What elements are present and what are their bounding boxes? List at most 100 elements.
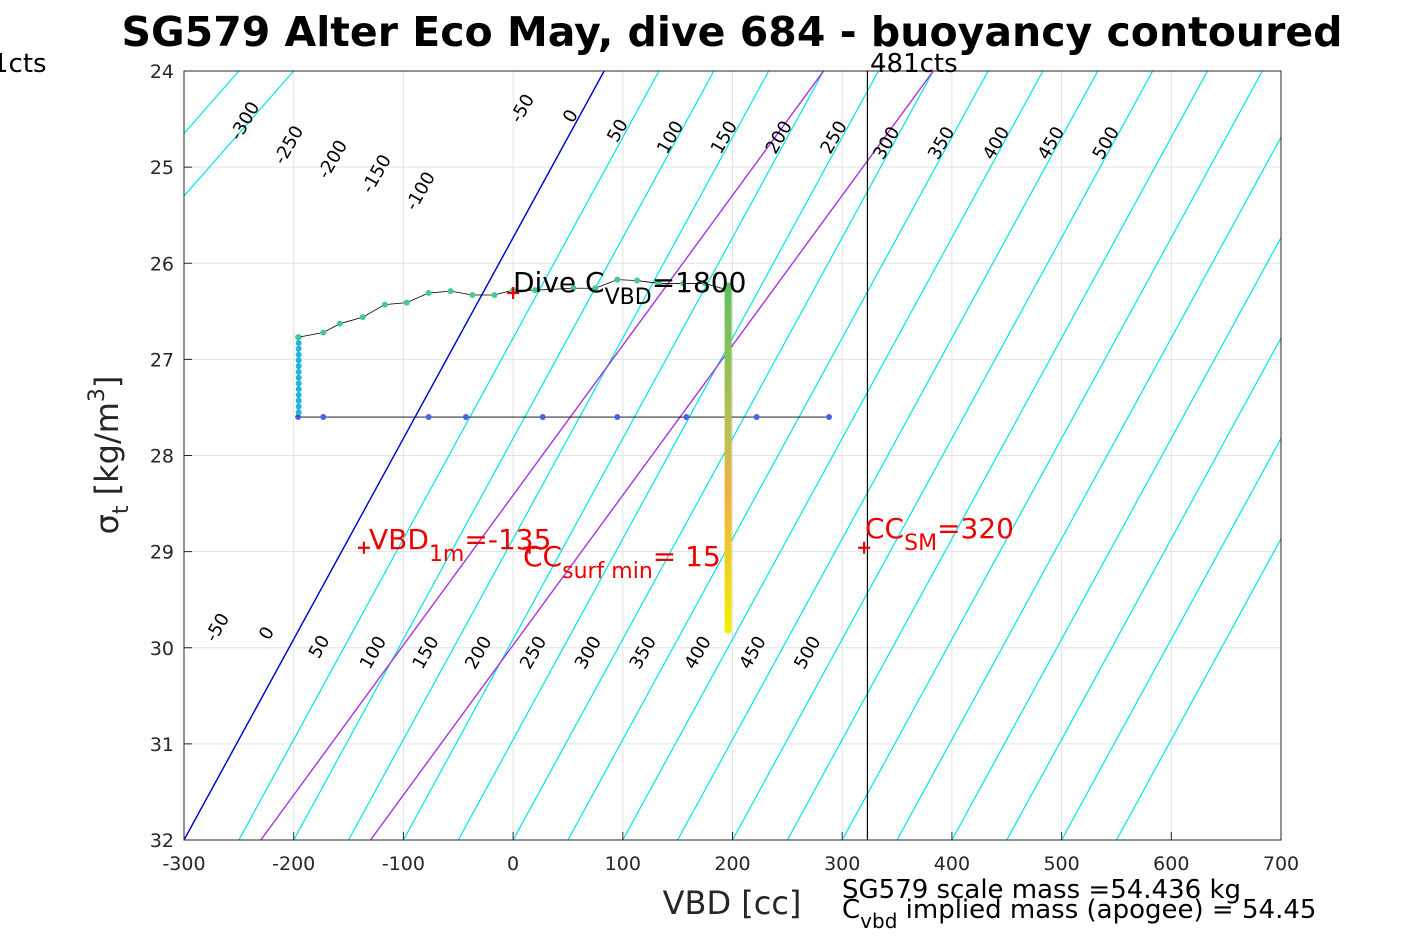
implied-mass-footer: Cvbd implied mass (apogee) = 54.45 — [842, 895, 1316, 933]
vertical-profile — [724, 282, 732, 634]
contour-label: 250 — [516, 633, 551, 673]
series-point — [570, 285, 577, 292]
track-point — [683, 414, 690, 421]
axes-ticks: -300 -200 -100 0 100 200 300 400 500 600 700242526… — [150, 61, 1299, 875]
profile-point — [295, 357, 302, 364]
dive-data — [295, 276, 833, 634]
track-point — [462, 414, 469, 421]
x-tick-label: 0 — [507, 853, 519, 875]
y-tick-label: 26 — [150, 253, 174, 275]
x-axis-label: VBD [cc] — [663, 884, 802, 922]
contour-label: 100 — [653, 117, 688, 157]
contour-line — [841, 71, 1263, 840]
contour-label: 500 — [1089, 123, 1124, 163]
contour-label: 150 — [408, 633, 443, 673]
profile-point — [295, 397, 302, 404]
contour-line — [786, 71, 1209, 840]
x-tick-label: 700 — [1263, 853, 1299, 875]
profile-point — [295, 380, 302, 387]
y-tick-label: 25 — [150, 157, 174, 179]
zero-buoyancy-line — [184, 71, 605, 840]
contour-label: 100 — [356, 633, 391, 673]
series-point — [381, 301, 388, 308]
grid-lines — [183, 70, 1282, 841]
profile-point — [295, 363, 302, 370]
series-point — [320, 329, 327, 336]
contour-label: 200 — [461, 633, 496, 673]
dive-cvbd-annotation: Dive CVBD=1800 — [513, 266, 746, 310]
contour-line — [1006, 336, 1281, 840]
contour-label: 450 — [1034, 123, 1069, 163]
purple-contour-line — [260, 71, 825, 840]
series-point — [425, 290, 432, 297]
y-tick-label: 31 — [150, 734, 174, 756]
red-cross-marker — [858, 541, 871, 554]
series-line — [298, 279, 725, 338]
contour-label: -150 — [357, 151, 396, 197]
contour-line — [402, 71, 825, 840]
series-point — [336, 320, 343, 327]
x-tick-label: -100 — [382, 853, 425, 875]
contour-label: 50 — [603, 116, 633, 146]
contour-label: -50 — [506, 91, 539, 127]
contour-label: 400 — [680, 633, 715, 673]
contour-label: 250 — [816, 117, 851, 157]
buoyancy-contours — [0, 71, 1281, 840]
contour-label: -250 — [270, 122, 309, 168]
contour-label: 0 — [559, 106, 583, 126]
chart-title: SG579 Alter Eco May, dive 684 - buoyancy… — [121, 8, 1342, 56]
contour-label: 450 — [735, 633, 770, 673]
contour-label: 300 — [571, 633, 606, 673]
svg-text:σt [kg/m3]: σt [kg/m3] — [85, 376, 134, 535]
x-tick-label: 200 — [714, 853, 750, 875]
profile-point — [295, 368, 302, 375]
track-point — [753, 414, 760, 421]
profile-point — [295, 386, 302, 393]
contour-line — [348, 71, 770, 840]
contour-labels: -300-250 -200 -150 -100 -50 0 50 100 150 200 250 30… — [201, 91, 1124, 673]
series-point — [359, 314, 366, 321]
x-tick-label: -300 — [162, 853, 205, 875]
cc-surf-min-annotation: CCsurf min= 15 — [523, 540, 721, 584]
contour-label: 200 — [762, 117, 797, 157]
y-label-close: ] — [88, 376, 126, 388]
red-cross-marker — [357, 541, 370, 554]
series-point — [295, 334, 302, 341]
series-point — [634, 277, 641, 284]
series-point — [491, 291, 498, 298]
track-point — [826, 414, 833, 421]
cc-sm-cts-label: 481cts — [870, 49, 958, 79]
contour-line — [457, 71, 879, 840]
profile-point — [295, 374, 302, 381]
contour-label: -200 — [314, 137, 353, 183]
contour-line — [238, 71, 660, 840]
contour-line — [0, 71, 74, 840]
y-tick-label: 32 — [150, 830, 174, 852]
contour-line — [0, 71, 19, 840]
contour-label: 500 — [790, 633, 825, 673]
contour-label: 50 — [305, 632, 335, 662]
left-cts-label: 1cts — [0, 49, 47, 79]
red-cross-marker — [507, 287, 520, 300]
contour-label: 350 — [924, 123, 959, 163]
series-point — [447, 288, 454, 295]
track-point — [320, 414, 327, 421]
profile-point — [295, 340, 302, 347]
red-cross-marker — [523, 541, 536, 554]
series-point — [469, 291, 476, 298]
contour-line — [677, 71, 1099, 840]
x-tick-label: 600 — [1153, 853, 1189, 875]
y-label-sub: t — [109, 505, 134, 514]
contour-label: 0 — [255, 623, 279, 643]
series-point — [403, 299, 410, 306]
contour-label: 400 — [979, 123, 1014, 163]
track-point — [539, 414, 546, 421]
y-tick-label: 27 — [150, 349, 174, 371]
y-axis-label: σt [kg/m3] — [85, 376, 134, 535]
contour-line — [896, 136, 1281, 840]
contour-line — [1115, 537, 1281, 840]
profile-point — [295, 345, 302, 352]
profile-point — [295, 409, 302, 416]
purple-contour-line — [369, 71, 934, 840]
